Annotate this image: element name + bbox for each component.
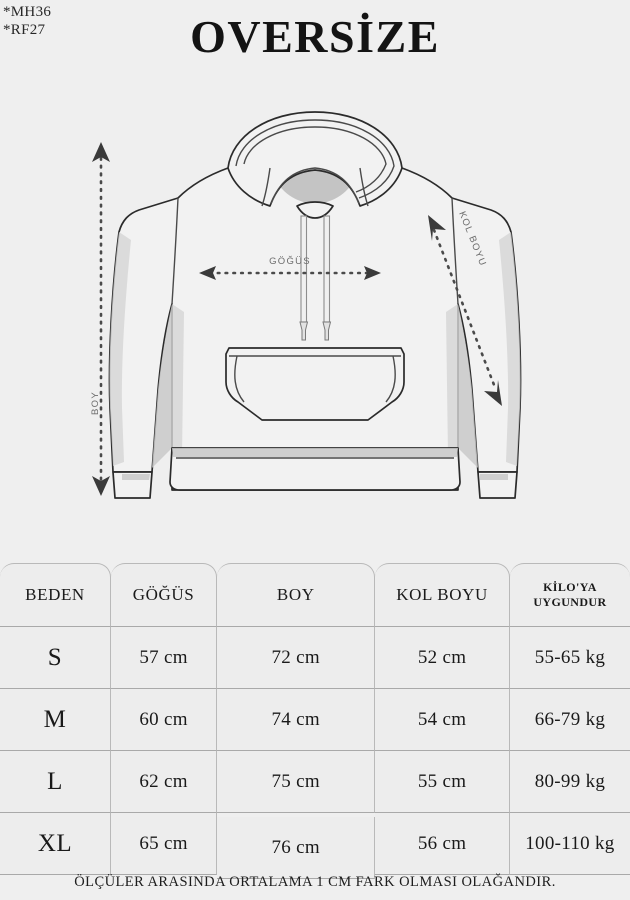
cell-size: L <box>0 751 111 813</box>
cell-size: S <box>0 627 111 689</box>
page-title: OVERSİZE <box>190 11 440 62</box>
column-header-boy: BOY <box>217 563 376 627</box>
cell-weight: 80-99 kg <box>509 751 630 813</box>
column-header-kol-boyu: KOL BOYU <box>375 563 510 627</box>
table-row: M 60 cm 74 cm 54 cm 66-79 kg <box>0 689 630 751</box>
table-header-row: BEDEN GÖĞÜS BOY KOL BOYU KİLO'YA UYGUNDU… <box>0 563 630 627</box>
cell-sleeve: 55 cm <box>375 751 510 813</box>
cell-weight: 100-110 kg <box>509 813 630 875</box>
product-code-1: *MH36 <box>3 4 52 20</box>
cell-length: 72 cm <box>217 627 376 689</box>
cell-chest: 62 cm <box>110 751 218 813</box>
hoodie-drawstrings <box>299 215 332 341</box>
measure-length-label: BOY <box>90 391 101 415</box>
weight-header-line-1: KİLO'YA <box>543 580 597 594</box>
measure-length: BOY <box>90 142 110 496</box>
weight-header-line-2: UYGUNDUR <box>533 595 607 609</box>
footer-note: ÖLÇÜLER ARASINDA ORTALAMA 1 CM FARK OLMA… <box>74 874 556 890</box>
cell-length: 74 cm <box>217 689 376 751</box>
cell-chest: 60 cm <box>110 689 218 751</box>
column-header-gogus: GÖĞÜS <box>110 563 218 627</box>
product-code-2: *RF27 <box>3 21 46 38</box>
cell-chest: 57 cm <box>110 627 218 689</box>
measure-chest-label: GÖĞÜS <box>269 256 311 267</box>
cell-chest: 65 cm <box>110 813 218 875</box>
table-row: S 57 cm 72 cm 52 cm 55-65 kg <box>0 627 630 689</box>
hoodie-hem <box>169 447 461 491</box>
hoodie-illustration: .gs { fill:#f2f2f2; stroke:#2b2b2b; stro… <box>0 90 630 540</box>
cell-sleeve: 52 cm <box>375 627 510 689</box>
cell-weight: 55-65 kg <box>509 627 630 689</box>
table-row: L 62 cm 75 cm 55 cm 80-99 kg <box>0 751 630 813</box>
hoodie-hood <box>227 111 403 219</box>
size-chart-table: BEDEN GÖĞÜS BOY KOL BOYU KİLO'YA UYGUNDU… <box>0 563 630 879</box>
column-header-kiloya-uygundur: KİLO'YA UYGUNDUR <box>509 563 630 627</box>
cell-size: M <box>0 689 111 751</box>
cell-length: 75 cm <box>217 751 376 813</box>
product-codes: *MH36 *RF27 <box>3 4 51 39</box>
hoodie-body <box>108 167 522 491</box>
hoodie-cuffs <box>112 471 518 499</box>
cell-length: 76 cm <box>217 817 376 879</box>
table-row: XL 65 cm 76 cm 56 cm 100-110 kg <box>0 813 630 879</box>
column-header-beden: BEDEN <box>0 563 111 627</box>
cell-weight: 66-79 kg <box>509 689 630 751</box>
cell-sleeve: 54 cm <box>375 689 510 751</box>
hoodie-pocket <box>225 347 405 421</box>
cell-sleeve: 56 cm <box>375 813 510 875</box>
cell-size: XL <box>0 813 111 875</box>
measure-chest: GÖĞÜS <box>199 256 381 280</box>
